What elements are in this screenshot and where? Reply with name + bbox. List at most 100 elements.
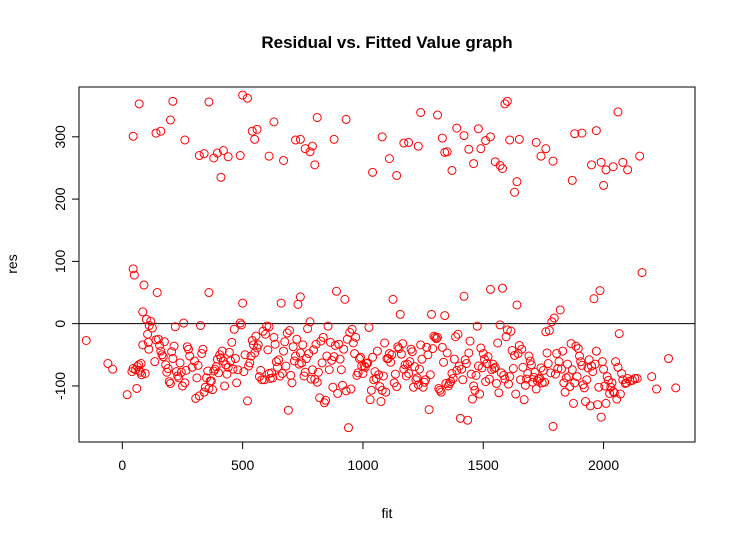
data-point: [264, 322, 274, 332]
data-point: [512, 300, 522, 310]
data-point: [176, 367, 186, 377]
data-point: [259, 375, 269, 385]
data-point: [146, 316, 156, 326]
data-point: [242, 396, 252, 406]
data-point: [413, 141, 423, 151]
data-point: [466, 369, 476, 379]
data-point: [331, 286, 341, 296]
data-point: [276, 298, 286, 308]
data-point: [464, 144, 474, 154]
data-point: [315, 393, 325, 403]
data-point: [483, 352, 493, 362]
data-point: [441, 378, 451, 388]
data-point: [346, 384, 356, 394]
data-point: [137, 370, 147, 380]
data-point: [599, 364, 609, 374]
data-point: [457, 364, 467, 374]
data-point: [459, 131, 469, 141]
data-point: [452, 365, 462, 375]
data-point: [378, 371, 388, 381]
data-point: [144, 321, 154, 331]
data-point: [153, 334, 163, 344]
data-point: [599, 180, 609, 190]
data-point: [635, 151, 645, 161]
data-point: [511, 389, 521, 399]
data-point: [271, 357, 281, 367]
data-point: [421, 375, 430, 385]
data-point: [566, 339, 576, 349]
data-point: [128, 264, 138, 274]
data-point: [437, 133, 447, 143]
data-point: [589, 294, 599, 304]
data-point: [264, 151, 274, 161]
y-tick-label: 300: [52, 125, 68, 149]
data-point: [463, 415, 473, 425]
data-point: [138, 307, 148, 317]
data-point: [141, 314, 151, 324]
data-point: [430, 332, 440, 342]
data-point: [427, 309, 437, 319]
data-point: [175, 358, 185, 368]
data-point: [310, 374, 320, 384]
data-point: [384, 349, 394, 359]
data-point: [500, 99, 510, 109]
data-point: [129, 270, 139, 280]
data-point: [567, 365, 577, 375]
data-point: [297, 358, 307, 368]
data-point: [235, 151, 245, 161]
data-point: [572, 372, 582, 382]
data-point: [239, 367, 249, 377]
data-point: [664, 354, 674, 364]
data-point: [270, 339, 280, 349]
data-point: [339, 344, 349, 354]
data-point: [372, 346, 382, 356]
data-point: [573, 344, 583, 354]
data-point: [387, 350, 397, 360]
data-point: [325, 337, 335, 347]
data-point: [180, 378, 190, 388]
data-point: [442, 348, 452, 358]
data-point: [506, 326, 516, 336]
data-point: [484, 374, 494, 384]
data-point: [562, 359, 572, 369]
data-point: [502, 96, 512, 106]
data-point: [561, 373, 571, 383]
data-point: [442, 147, 452, 157]
data-point: [490, 362, 500, 372]
data-point: [568, 398, 578, 408]
data-point: [341, 386, 351, 396]
data-point: [637, 268, 647, 278]
data-point: [223, 152, 233, 162]
data-point: [218, 146, 228, 156]
data-point: [467, 394, 477, 404]
data-point: [212, 354, 222, 364]
data-point: [652, 384, 661, 394]
data-point: [671, 383, 681, 393]
data-point: [577, 360, 587, 370]
data-point: [553, 364, 563, 374]
data-point: [608, 162, 618, 172]
data-point: [335, 354, 345, 364]
data-point: [418, 382, 428, 392]
data-point: [330, 340, 340, 350]
data-point: [447, 368, 457, 378]
data-point: [395, 309, 405, 319]
data-point: [156, 346, 166, 356]
data-point: [162, 367, 172, 377]
data-point: [453, 329, 463, 339]
data-point: [414, 364, 424, 374]
data-point: [347, 324, 357, 334]
data-point: [412, 373, 422, 383]
data-point: [158, 352, 168, 362]
data-point: [449, 354, 459, 364]
data-point: [488, 359, 498, 369]
data-point: [489, 364, 499, 374]
data-point: [329, 134, 339, 144]
data-point: [147, 323, 157, 333]
data-point: [458, 375, 468, 385]
data-point: [452, 123, 462, 133]
data-point: [493, 338, 503, 348]
data-point: [476, 144, 486, 154]
data-point: [407, 347, 417, 357]
data-point: [238, 298, 248, 308]
